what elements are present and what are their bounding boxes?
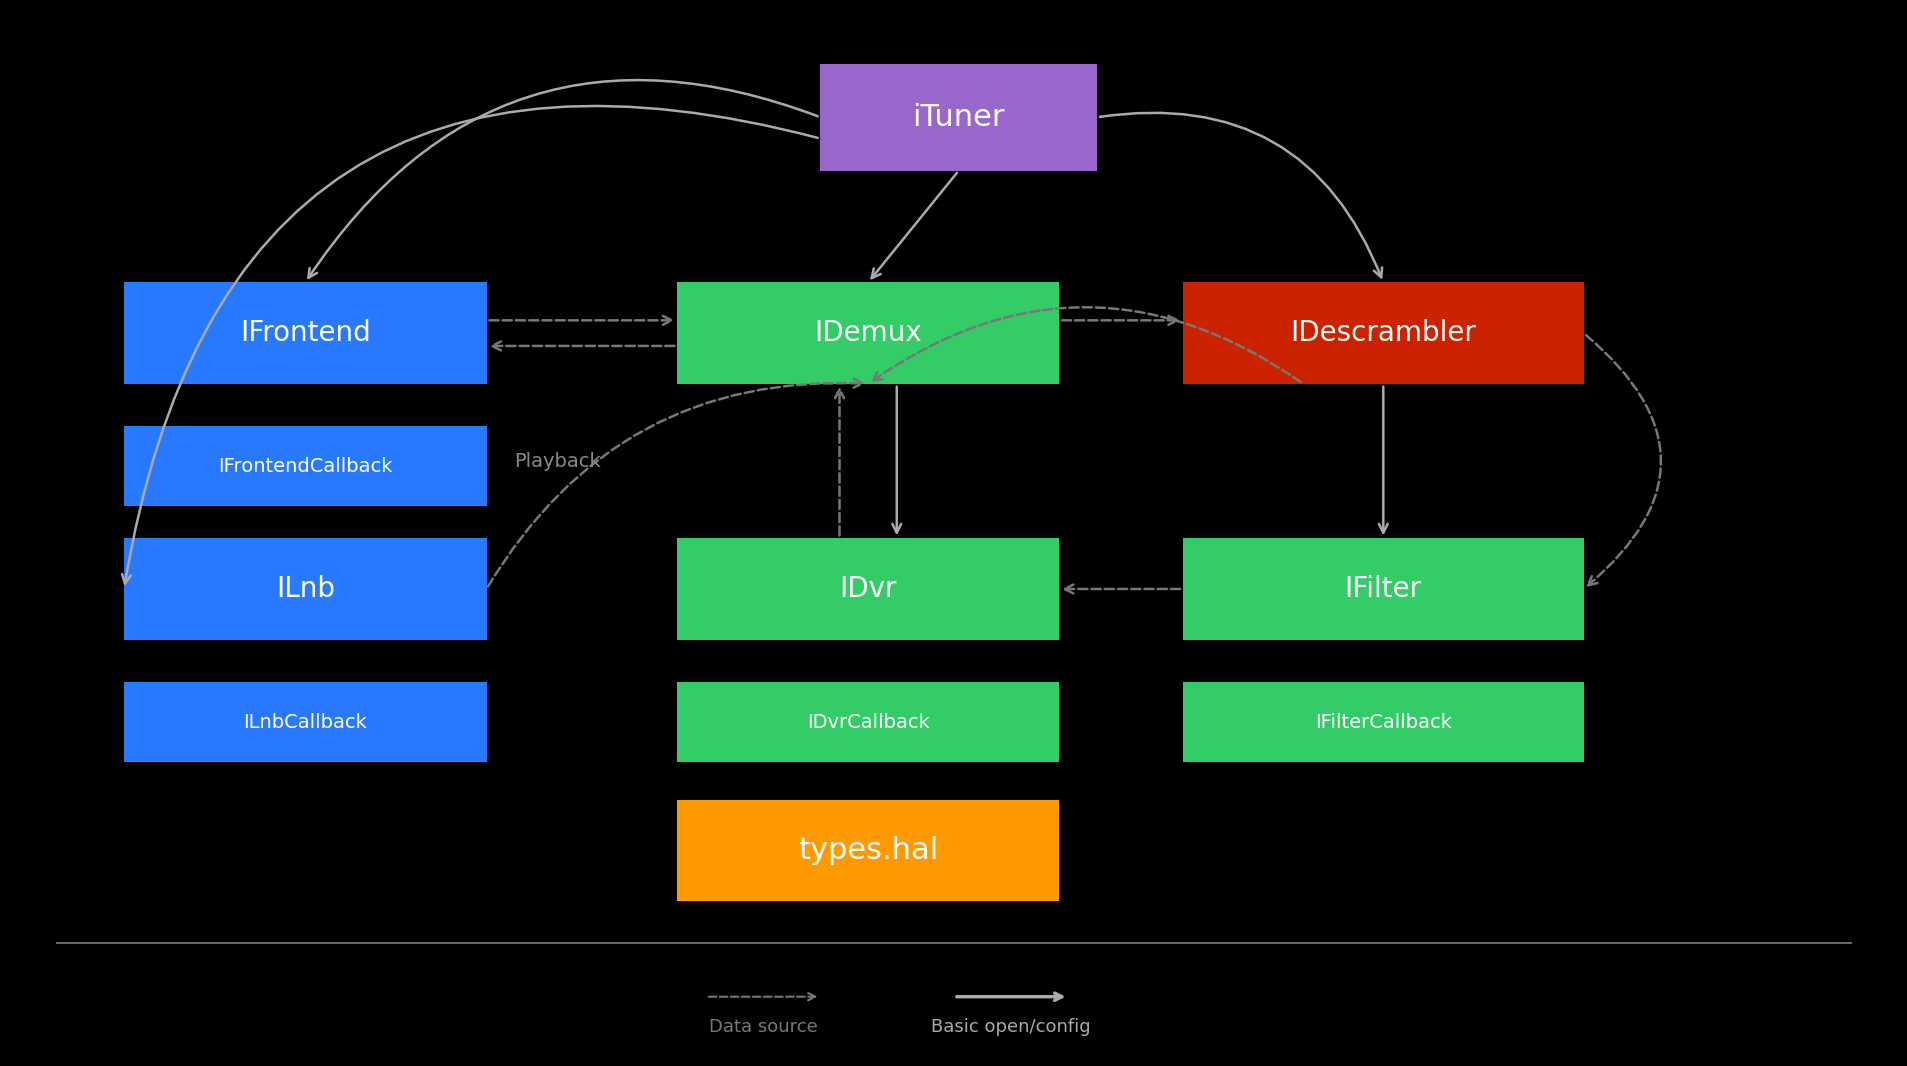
Text: iTuner: iTuner — [912, 102, 1005, 132]
FancyBboxPatch shape — [124, 538, 486, 640]
Text: Data source: Data source — [709, 1018, 816, 1035]
FancyBboxPatch shape — [677, 682, 1058, 762]
Text: IDescrambler: IDescrambler — [1289, 319, 1476, 348]
FancyBboxPatch shape — [677, 282, 1058, 384]
Text: IFilterCallback: IFilterCallback — [1314, 713, 1451, 731]
FancyBboxPatch shape — [1182, 538, 1583, 640]
FancyBboxPatch shape — [124, 426, 486, 506]
FancyBboxPatch shape — [677, 800, 1058, 901]
Text: IFilter: IFilter — [1344, 575, 1421, 603]
Text: Basic open/config: Basic open/config — [931, 1018, 1091, 1035]
FancyBboxPatch shape — [124, 682, 486, 762]
Text: IDemux: IDemux — [814, 319, 921, 348]
FancyBboxPatch shape — [1182, 682, 1583, 762]
FancyBboxPatch shape — [677, 538, 1058, 640]
Text: IDvrCallback: IDvrCallback — [807, 713, 929, 731]
Text: IFrontend: IFrontend — [240, 319, 370, 348]
Text: IDvr: IDvr — [839, 575, 896, 603]
Text: ILnb: ILnb — [277, 575, 334, 603]
FancyBboxPatch shape — [124, 282, 486, 384]
Text: ILnbCallback: ILnbCallback — [244, 713, 366, 731]
Text: Playback: Playback — [515, 452, 601, 470]
FancyBboxPatch shape — [820, 64, 1097, 171]
Text: types.hal: types.hal — [797, 836, 938, 865]
FancyBboxPatch shape — [1182, 282, 1583, 384]
Text: IFrontendCallback: IFrontendCallback — [217, 457, 393, 475]
